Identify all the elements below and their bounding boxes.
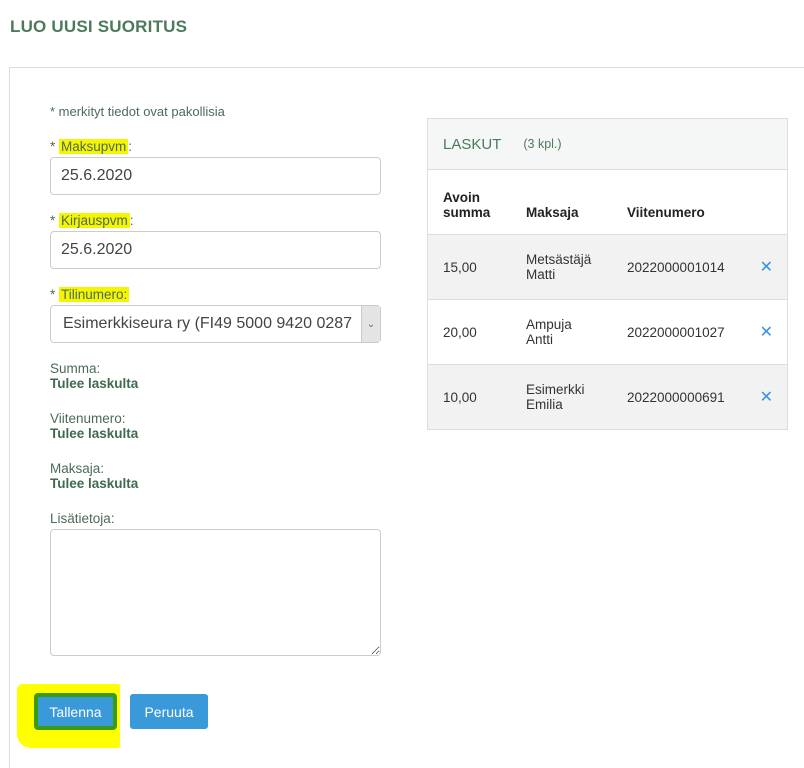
maksaja-label: Maksaja: bbox=[50, 461, 105, 476]
invoices-header: LASKUT (3 kpl.) bbox=[428, 119, 787, 170]
close-icon[interactable]: ✕ bbox=[739, 234, 787, 300]
tilinumero-label: * Tilinumero: bbox=[50, 287, 130, 302]
lisatietoja-label: Lisätietoja: bbox=[50, 511, 115, 526]
kirjauspvm-label: * Kirjauspvm: bbox=[50, 213, 134, 228]
close-icon[interactable]: ✕ bbox=[739, 364, 787, 429]
amount-cell: 15,00 bbox=[428, 234, 511, 300]
cancel-button[interactable]: Peruuta bbox=[130, 694, 208, 729]
save-button[interactable]: Tallenna bbox=[34, 693, 117, 730]
invoices-panel: LASKUT (3 kpl.) Avoin summa Maksaja Viit… bbox=[427, 118, 788, 430]
table-row: 15,00 Metsästäjä Matti 2022000001014 ✕ bbox=[428, 234, 787, 300]
summa-label: Summa: bbox=[50, 361, 101, 376]
invoices-table: Avoin summa Maksaja Viitenumero 15,00 Me… bbox=[428, 170, 787, 429]
viitenumero-value: Tulee laskulta bbox=[50, 426, 139, 441]
maksupvm-input[interactable]: 25.6.2020 bbox=[50, 157, 381, 195]
content-panel bbox=[9, 67, 804, 768]
payment-form: * merkityt tiedot ovat pakollisia * Maks… bbox=[50, 104, 382, 656]
column-header-payer: Maksaja bbox=[526, 205, 579, 220]
payer-cell: Esimerkki Emilia bbox=[511, 364, 612, 429]
column-header-amount: Avoin summa bbox=[443, 190, 491, 220]
chevron-down-icon[interactable]: ⌄ bbox=[361, 306, 380, 342]
maksaja-value: Tulee laskulta bbox=[50, 476, 139, 491]
amount-cell: 20,00 bbox=[428, 299, 511, 365]
page-title: LUO UUSI SUORITUS bbox=[10, 17, 188, 36]
reference-cell: 2022000001027 bbox=[612, 299, 740, 365]
invoices-title: LASKUT bbox=[443, 135, 502, 153]
tilinumero-select[interactable]: Esimerkkiseura ry (FI49 5000 9420 0287 ⌄ bbox=[50, 305, 381, 343]
invoices-count: (3 kpl.) bbox=[523, 137, 562, 151]
reference-cell: 2022000001014 bbox=[612, 234, 740, 300]
amount-cell: 10,00 bbox=[428, 364, 511, 429]
kirjauspvm-input[interactable]: 25.6.2020 bbox=[50, 231, 381, 269]
required-note: * merkityt tiedot ovat pakollisia bbox=[50, 104, 225, 119]
reference-cell: 2022000000691 bbox=[612, 364, 740, 429]
summa-value: Tulee laskulta bbox=[50, 376, 139, 391]
payer-cell: Metsästäjä Matti bbox=[511, 234, 612, 300]
maksupvm-label: * Maksupvm: bbox=[50, 139, 133, 154]
lisatietoja-textarea[interactable] bbox=[50, 529, 381, 656]
table-row: 20,00 Ampuja Antti 2022000001027 ✕ bbox=[428, 299, 787, 365]
tilinumero-value: Esimerkkiseura ry (FI49 5000 9420 0287 bbox=[63, 315, 353, 332]
payer-cell: Ampuja Antti bbox=[511, 299, 612, 365]
close-icon[interactable]: ✕ bbox=[739, 299, 787, 365]
table-row: 10,00 Esimerkki Emilia 2022000000691 ✕ bbox=[428, 364, 787, 429]
column-header-reference: Viitenumero bbox=[627, 205, 705, 220]
viitenumero-label: Viitenumero: bbox=[50, 411, 126, 426]
